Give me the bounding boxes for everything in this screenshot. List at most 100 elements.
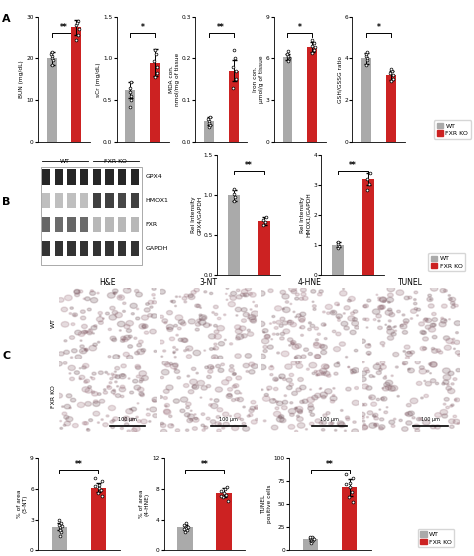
Circle shape <box>177 327 181 330</box>
Circle shape <box>266 386 272 390</box>
Circle shape <box>192 418 199 422</box>
Circle shape <box>378 326 383 330</box>
Circle shape <box>201 413 205 415</box>
Bar <box>46 58 56 142</box>
Circle shape <box>306 368 310 370</box>
Circle shape <box>238 418 241 419</box>
Circle shape <box>348 316 355 321</box>
Circle shape <box>107 385 110 388</box>
Circle shape <box>449 425 454 428</box>
Circle shape <box>103 423 108 426</box>
Circle shape <box>109 405 116 410</box>
Circle shape <box>234 413 241 418</box>
Circle shape <box>79 368 81 369</box>
Bar <box>303 539 319 550</box>
Circle shape <box>201 386 207 390</box>
Circle shape <box>446 338 453 344</box>
Circle shape <box>210 348 213 350</box>
Circle shape <box>77 403 85 408</box>
Circle shape <box>309 363 317 368</box>
Circle shape <box>229 342 233 345</box>
Circle shape <box>139 378 144 381</box>
Circle shape <box>218 356 223 360</box>
Circle shape <box>89 345 97 351</box>
Circle shape <box>365 318 369 321</box>
Circle shape <box>295 408 298 409</box>
Circle shape <box>186 355 191 359</box>
Circle shape <box>194 288 200 292</box>
Circle shape <box>309 410 312 413</box>
Circle shape <box>248 314 249 315</box>
Circle shape <box>442 383 445 385</box>
Bar <box>72 27 82 142</box>
Circle shape <box>450 301 455 305</box>
Circle shape <box>247 317 249 319</box>
Circle shape <box>160 422 164 425</box>
Circle shape <box>431 348 435 350</box>
Circle shape <box>383 386 389 391</box>
Circle shape <box>264 420 266 422</box>
FancyBboxPatch shape <box>42 241 50 256</box>
Circle shape <box>429 299 431 300</box>
Circle shape <box>229 295 231 296</box>
Circle shape <box>226 394 232 399</box>
Circle shape <box>174 356 176 358</box>
Circle shape <box>384 375 386 377</box>
Circle shape <box>310 389 311 390</box>
Circle shape <box>202 429 205 431</box>
Circle shape <box>87 308 91 311</box>
Circle shape <box>261 389 263 390</box>
Circle shape <box>210 366 214 369</box>
Text: WT: WT <box>60 159 70 164</box>
Circle shape <box>337 317 340 319</box>
Circle shape <box>374 416 378 420</box>
Circle shape <box>451 342 454 344</box>
Circle shape <box>204 426 206 427</box>
Circle shape <box>354 349 358 352</box>
Circle shape <box>184 413 190 417</box>
Circle shape <box>195 322 201 326</box>
Circle shape <box>309 322 311 324</box>
Circle shape <box>435 413 441 418</box>
Circle shape <box>186 402 191 406</box>
Circle shape <box>419 366 424 369</box>
Circle shape <box>422 337 428 341</box>
Circle shape <box>430 286 438 291</box>
Circle shape <box>123 310 126 312</box>
Circle shape <box>296 361 300 364</box>
Circle shape <box>139 371 146 376</box>
Circle shape <box>267 345 273 349</box>
Circle shape <box>103 391 108 394</box>
Circle shape <box>323 311 325 313</box>
Circle shape <box>380 418 384 421</box>
Circle shape <box>270 399 276 403</box>
Circle shape <box>360 371 366 376</box>
Bar <box>177 527 193 550</box>
Circle shape <box>243 363 249 368</box>
Circle shape <box>454 348 456 350</box>
Bar <box>125 90 135 142</box>
Circle shape <box>271 339 273 340</box>
FancyBboxPatch shape <box>67 193 76 208</box>
Circle shape <box>456 331 458 334</box>
Circle shape <box>91 290 93 292</box>
Circle shape <box>363 424 365 425</box>
Circle shape <box>290 413 294 416</box>
Circle shape <box>230 296 237 300</box>
Circle shape <box>64 350 70 354</box>
Circle shape <box>391 425 395 428</box>
Circle shape <box>69 407 71 409</box>
Circle shape <box>353 371 354 373</box>
Circle shape <box>443 403 446 405</box>
Circle shape <box>236 376 242 380</box>
Circle shape <box>389 420 395 424</box>
Circle shape <box>385 385 392 390</box>
Circle shape <box>62 406 64 408</box>
Circle shape <box>319 421 323 424</box>
Circle shape <box>180 409 185 413</box>
Circle shape <box>141 375 148 380</box>
Circle shape <box>208 370 213 373</box>
Text: **: ** <box>218 23 225 32</box>
Circle shape <box>417 418 421 421</box>
Circle shape <box>71 398 76 402</box>
